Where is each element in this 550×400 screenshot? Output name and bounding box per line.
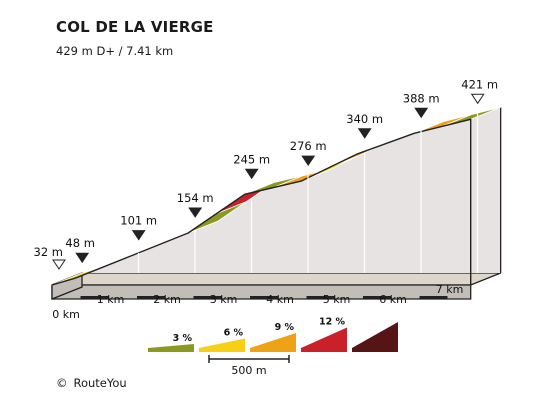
start-marker-icon xyxy=(52,259,66,270)
legend-swatch-5 xyxy=(352,322,398,352)
x-tick-label: 6 km xyxy=(379,293,407,306)
altitude-label: 421 m xyxy=(461,77,498,91)
credit: © RouteYou xyxy=(56,376,127,390)
waypoint-marker-icon xyxy=(75,252,90,264)
chart-subtitle: 429 m D+ / 7.41 km xyxy=(56,44,174,58)
profile-wall xyxy=(82,107,502,273)
profile-front-edge xyxy=(51,118,472,286)
legend-swatch-1 xyxy=(148,344,194,352)
altitude-label: 101 m xyxy=(120,214,157,228)
km-bar-2 xyxy=(137,296,165,299)
km-bar-3 xyxy=(193,296,222,299)
x-tick-label: 7 km xyxy=(436,283,464,296)
legend-label-2: 6 % xyxy=(224,328,244,339)
base-top xyxy=(51,272,501,286)
altitude-label: 48 m xyxy=(65,236,95,250)
legend-swatch-3 xyxy=(250,333,296,352)
credit-label: RouteYou xyxy=(73,376,127,390)
altitude-label: 340 m xyxy=(346,112,383,126)
legend-swatch-4 xyxy=(301,327,347,352)
km-bar-1 xyxy=(80,296,109,299)
gradient-strips xyxy=(51,106,502,286)
altitude-label: 154 m xyxy=(177,191,214,205)
scale-label: 500 m xyxy=(231,364,266,377)
altitude-label: 276 m xyxy=(290,139,327,153)
x-tick-label: 1 km xyxy=(97,293,125,306)
legend-label-4: 12 % xyxy=(319,317,346,328)
profile-wall-fill xyxy=(82,107,501,273)
x-tick-label: 2 km xyxy=(153,293,181,306)
x-axis: 0 km 1 km 2 km 3 km 4 km 5 km 6 km 7 km xyxy=(52,113,479,321)
waypoint-marker-icon xyxy=(301,155,316,167)
x-tick-label: 0 km xyxy=(52,308,80,321)
waypoint-marker-icon xyxy=(357,128,372,139)
km-bar-5 xyxy=(306,296,335,299)
waypoint-marker-icon xyxy=(414,107,429,119)
x-tick-label: 3 km xyxy=(210,293,238,306)
waypoint-markers: 32 m48 m 101 m 154 m 245 m 276 m 340 m 388 m 42… xyxy=(34,77,498,270)
legend-label-3: 9 % xyxy=(275,322,295,333)
waypoint-marker-icon xyxy=(188,207,203,218)
chart-title: COL DE LA VIERGE xyxy=(56,18,214,36)
altitude-label: 32 m xyxy=(34,245,64,259)
finish-marker-icon xyxy=(470,93,485,105)
x-tick-label: 5 km xyxy=(323,293,351,306)
km-bar-4 xyxy=(250,296,278,299)
legend-swatch-2 xyxy=(199,338,245,352)
waypoint-marker-icon xyxy=(131,230,146,241)
gradient-legend: 3 % 6 % 9 % 12 % 500 m xyxy=(148,317,398,377)
km-bar-7 xyxy=(419,296,448,299)
x-tick-label: 4 km xyxy=(266,293,294,306)
legend-label-1: 3 % xyxy=(173,333,193,344)
altitude-label: 245 m xyxy=(233,152,270,166)
waypoint-marker-icon xyxy=(244,168,259,180)
copyright-icon: © xyxy=(56,376,68,390)
altitude-label: 388 m xyxy=(403,91,440,105)
km-bar-6 xyxy=(363,296,391,299)
